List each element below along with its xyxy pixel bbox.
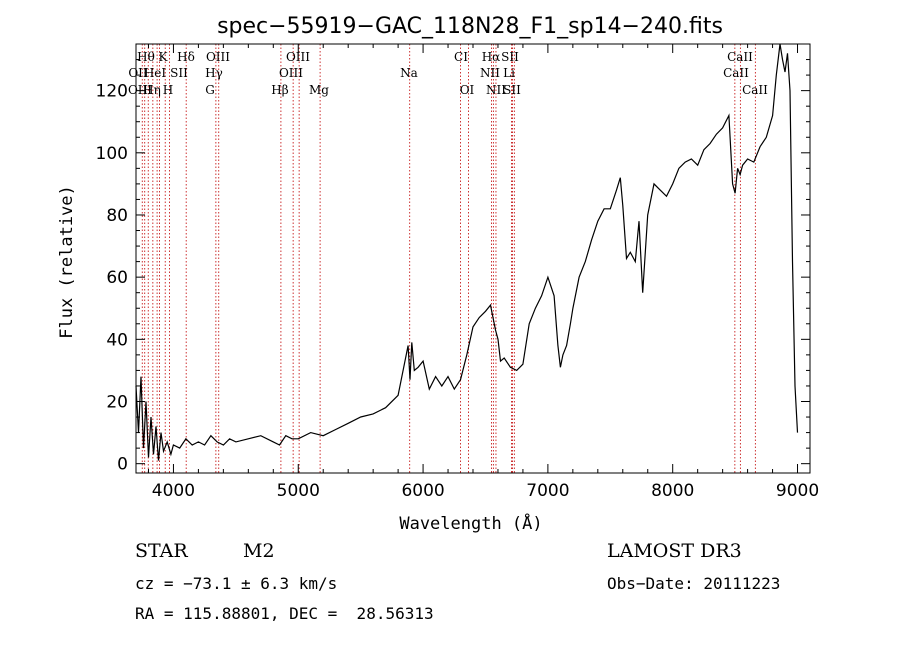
spectral-line-label: Na: [400, 66, 418, 80]
x-tick-label: 7000: [526, 481, 569, 501]
spectral-line-label: K: [159, 50, 169, 64]
spectral-line-label: SII: [503, 83, 521, 97]
spectral-line-label: OIII: [206, 50, 230, 64]
spectral-line-label: G: [205, 83, 215, 97]
spectral-line-label: NII: [480, 66, 500, 80]
spectral-line-markers: [141, 44, 756, 473]
x-tick-label: 4000: [152, 481, 195, 501]
spectral-line-label: CaII: [742, 83, 768, 97]
y-tick-label: 60: [106, 268, 128, 288]
survey-name: LAMOST DR3: [607, 540, 742, 562]
spectral-line-label: Hη: [143, 83, 161, 97]
y-tick-label: 0: [117, 455, 128, 475]
x-tick-label: 9000: [776, 481, 819, 501]
spectral-line-label: SII: [501, 50, 519, 64]
spectral-line-label: H: [163, 83, 173, 97]
spectral-line-label: OI: [460, 83, 475, 97]
y-axis-label: Flux (relative): [57, 185, 77, 339]
spectral-line-label: OIII: [286, 50, 310, 64]
spectral-line-label: Hγ: [205, 66, 223, 80]
object-class: STAR: [135, 540, 188, 562]
spectral-line-label: Hδ: [177, 50, 195, 64]
x-axis-label: Wavelength (Å): [399, 512, 542, 534]
spectral-line-label: Mg: [309, 83, 329, 97]
observation-date: Obs−Date: 20111223: [607, 574, 781, 593]
spectral-line-label: OIII: [279, 66, 303, 80]
spectral-line-label: CaII: [723, 66, 749, 80]
spectral-line-label: NII: [486, 83, 506, 97]
spectral-line-label: CaII: [727, 50, 753, 64]
x-tick-label: 5000: [277, 481, 320, 501]
y-tick-label: 100: [96, 144, 128, 164]
x-tick-label: 8000: [651, 481, 694, 501]
spectral-line-label: Hθ: [137, 50, 155, 64]
redshift-velocity: cz = −73.1 ± 6.3 km/s: [135, 574, 338, 593]
coordinates: RA = 115.88801, DEC = 28.56313: [135, 604, 434, 623]
y-tick-label: 80: [106, 206, 128, 226]
spectral-line-label: OII: [128, 66, 148, 80]
y-tick-label: 20: [106, 393, 128, 413]
spectral-line-label: Hα: [482, 50, 501, 64]
spectral-line-label: SII: [170, 66, 188, 80]
object-subclass: M2: [243, 540, 275, 562]
spectral-line-label: OIII: [128, 83, 152, 97]
plot-frame: [135, 43, 811, 474]
spectral-line-label: CI: [454, 50, 468, 64]
axis-ticks: 4000 5000 6000 7000 8000 9000 0 20 40 60 80 100 120: [96, 44, 819, 501]
spectral-line-label: Hβ: [271, 83, 288, 97]
spectral-line-label: Li: [503, 66, 515, 80]
y-tick-label: 40: [106, 330, 128, 350]
y-tick-label: 120: [96, 82, 128, 102]
chart-title: spec−55919−GAC_118N28_F1_sp14−240.fits: [217, 14, 723, 39]
spectral-line-label: HeI: [144, 66, 167, 80]
x-tick-label: 6000: [401, 481, 444, 501]
spectrum-line: [135, 43, 799, 461]
